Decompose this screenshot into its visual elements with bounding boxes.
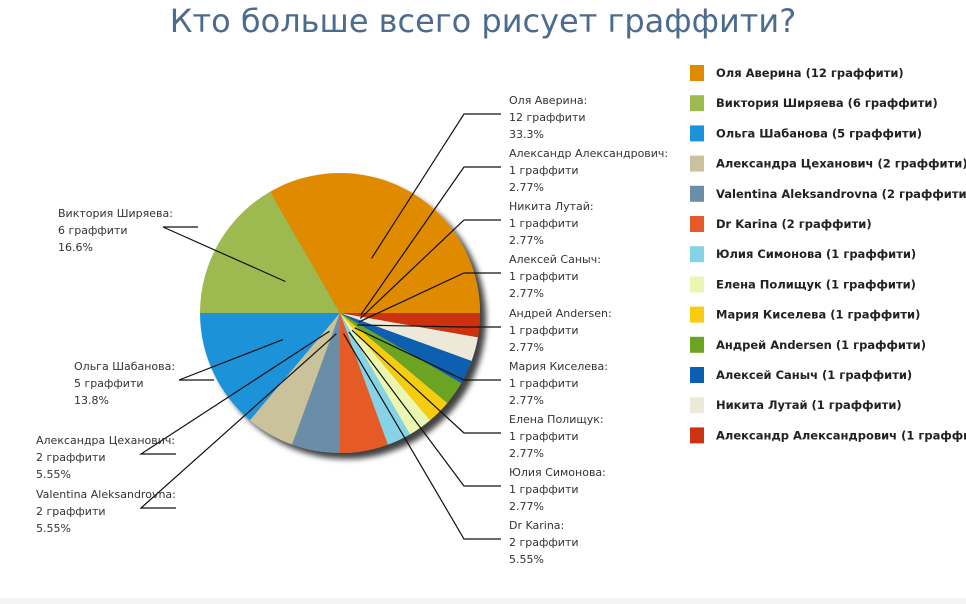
- slice-label-елена-полищук-1: 1 граффити: [509, 430, 579, 443]
- slice-label-никита-лутай-0: Никита Лутай:: [509, 200, 594, 213]
- slice-label-александра-цеханович-2: 5.55%: [36, 468, 71, 481]
- legend-label-елена-полищук: Елена Полищук (1 граффити): [716, 277, 916, 291]
- slice-label-ольга-шабанова-2: 13.8%: [74, 394, 109, 407]
- slice-label-оля-аверина-2: 33.3%: [509, 128, 544, 141]
- slice-label-ольга-шабанова-0: Ольга Шабанова:: [74, 360, 175, 373]
- legend-label-valentina-aleksandrovna: Valentina Aleksandrovna (2 граффити): [716, 187, 966, 201]
- legend-swatch-мария-киселева: [690, 306, 704, 323]
- slice-label-алексей-саныч-0: Алексей Саныч:: [509, 253, 601, 266]
- slice-label-александра-цеханович-1: 2 граффити: [36, 451, 106, 464]
- slice-label-dr-karina-2: 5.55%: [509, 553, 544, 566]
- legend-label-мария-киселева: Мария Киселева (1 граффити): [716, 308, 920, 322]
- slice-label-елена-полищук-2: 2.77%: [509, 447, 544, 460]
- legend-label-александр-александрович: Александр Александрович (1 граффити): [716, 428, 966, 442]
- legend-swatch-андрей-andersen: [690, 336, 704, 353]
- leader-line-александр-александрович: [360, 166, 501, 316]
- legend-swatch-оля-аверина: [690, 65, 704, 81]
- slice-labels: Оля Аверина: 12 граффити 33.3% Виктория Шир…: [36, 94, 668, 566]
- leader-line-ольга-шабанова: [178, 339, 284, 381]
- slice-алексей-саныч: [340, 313, 472, 383]
- pie-slices: [200, 173, 480, 453]
- legend-label-алексей-саныч: Алексей Саныч (1 граффити): [716, 368, 912, 382]
- slice-label-мария-киселева-1: 1 граффити: [509, 377, 579, 390]
- legend-label-dr-karina: Dr Karina (2 граффити): [716, 217, 872, 231]
- legend-label-оля-аверина: Оля Аверина (12 граффити): [716, 66, 904, 80]
- slice-label-valentina-aleksandrovna-1: 2 граффити: [36, 505, 106, 518]
- slice-label-алексей-саныч-1: 1 граффити: [509, 270, 579, 283]
- slice-label-никита-лутай-1: 1 граффити: [509, 217, 579, 230]
- slice-label-dr-karina-0: Dr Karina:: [509, 519, 564, 532]
- slice-юлия-симонова: [340, 313, 410, 445]
- slice-label-никита-лутай-2: 2.77%: [509, 234, 544, 247]
- slice-label-ольга-шабанова-1: 5 граффити: [74, 377, 144, 390]
- legend: Оля Аверина (12 граффити) Виктория Ширяев…: [690, 65, 966, 444]
- slice-label-оля-аверина-1: 12 граффити: [509, 111, 586, 124]
- legend-swatch-ольга-шабанова: [690, 125, 704, 142]
- slice-label-андрей-andersen-2: 2.77%: [509, 341, 544, 354]
- legend-label-никита-лутай: Никита Лутай (1 граффити): [716, 398, 902, 412]
- slice-label-юлия-симонова-1: 1 граффити: [509, 483, 579, 496]
- leader-lines: [138, 113, 501, 540]
- leader-line-никита-лутай: [359, 219, 501, 319]
- legend-label-ольга-шабанова: Ольга Шабанова (5 граффити): [716, 126, 922, 140]
- leader-line-виктория-ширяева: [162, 226, 286, 283]
- slice-елена-полищук: [340, 313, 430, 435]
- legend-label-андрей-andersen: Андрей Andersen (1 граффити): [716, 338, 926, 352]
- slice-label-оля-аверина-0: Оля Аверина:: [509, 94, 587, 107]
- legend-label-виктория-ширяева: Виктория Ширяева (6 граффити): [716, 96, 938, 110]
- slice-label-dr-karina-1: 2 граффити: [509, 536, 579, 549]
- leader-line-алексей-саныч: [358, 272, 501, 323]
- slice-label-андрей-andersen-0: Андрей Andersen:: [509, 307, 612, 320]
- slice-label-виктория-ширяева-0: Виктория Ширяева:: [58, 207, 173, 220]
- slice-label-юлия-симонова-2: 2.77%: [509, 500, 544, 513]
- legend-label-юлия-симонова: Юлия Симонова (1 граффити): [716, 247, 916, 261]
- slice-оля-аверина: [270, 173, 480, 313]
- legend-label-александра-цеханович: Александра Цеханович (2 граффити): [716, 157, 966, 171]
- slice-виктория-ширяева: [200, 191, 340, 313]
- slice-label-мария-киселева-0: Мария Киселева:: [509, 360, 608, 373]
- slice-label-valentina-aleksandrovna-0: Valentina Aleksandrovna:: [36, 488, 176, 501]
- slice-label-александр-александрович-0: Александр Александрович:: [509, 147, 668, 160]
- slice-valentina-aleksandrovna: [292, 313, 340, 453]
- slice-label-юлия-симонова-0: Юлия Симонова:: [509, 466, 606, 479]
- leader-line-андрей-andersen: [357, 324, 501, 328]
- slice-label-valentina-aleksandrovna-2: 5.55%: [36, 522, 71, 535]
- leader-line-оля-аверина: [370, 113, 501, 259]
- legend-swatch-юлия-симонова: [690, 246, 704, 263]
- slice-label-виктория-ширяева-2: 16.6%: [58, 241, 93, 254]
- leader-line-александра-цеханович: [138, 330, 330, 455]
- legend-swatch-александр-александрович: [690, 427, 704, 444]
- slice-label-александр-александрович-1: 1 граффити: [509, 164, 579, 177]
- slice-александр-александрович: [340, 313, 480, 338]
- leader-line-мария-киселева: [354, 327, 501, 381]
- legend-swatch-виктория-ширяева: [690, 95, 704, 112]
- slice-label-виктория-ширяева-1: 6 граффити: [58, 224, 128, 237]
- slice-label-мария-киселева-2: 2.77%: [509, 394, 544, 407]
- legend-swatch-никита-лутай: [690, 397, 704, 414]
- legend-swatch-алексей-саныч: [690, 367, 704, 383]
- slice-label-елена-полищук-0: Елена Полищук:: [509, 413, 604, 426]
- legend-swatch-елена-полищук: [690, 276, 704, 293]
- slice-label-алексей-саныч-2: 2.77%: [509, 287, 544, 300]
- slice-label-андрей-andersen-1: 1 граффити: [509, 324, 579, 337]
- chart-title: Кто больше всего рисует граффити?: [169, 2, 797, 40]
- legend-swatch-valentina-aleksandrovna: [690, 185, 704, 202]
- slice-label-александр-александрович-2: 2.77%: [509, 181, 544, 194]
- legend-swatch-александра-цеханович: [690, 155, 704, 172]
- legend-swatch-dr-karina: [690, 216, 704, 232]
- leader-line-dr-karina: [343, 333, 501, 540]
- leader-line-valentina-aleksandrovna: [139, 333, 337, 509]
- slice-label-александра-цеханович-0: Александра Цеханович:: [36, 434, 175, 447]
- bottom-bar: [0, 598, 966, 604]
- slice-александра-цеханович: [250, 313, 340, 445]
- leader-line-юлия-симонова: [348, 331, 501, 487]
- leader-line-елена-полищук: [351, 329, 501, 434]
